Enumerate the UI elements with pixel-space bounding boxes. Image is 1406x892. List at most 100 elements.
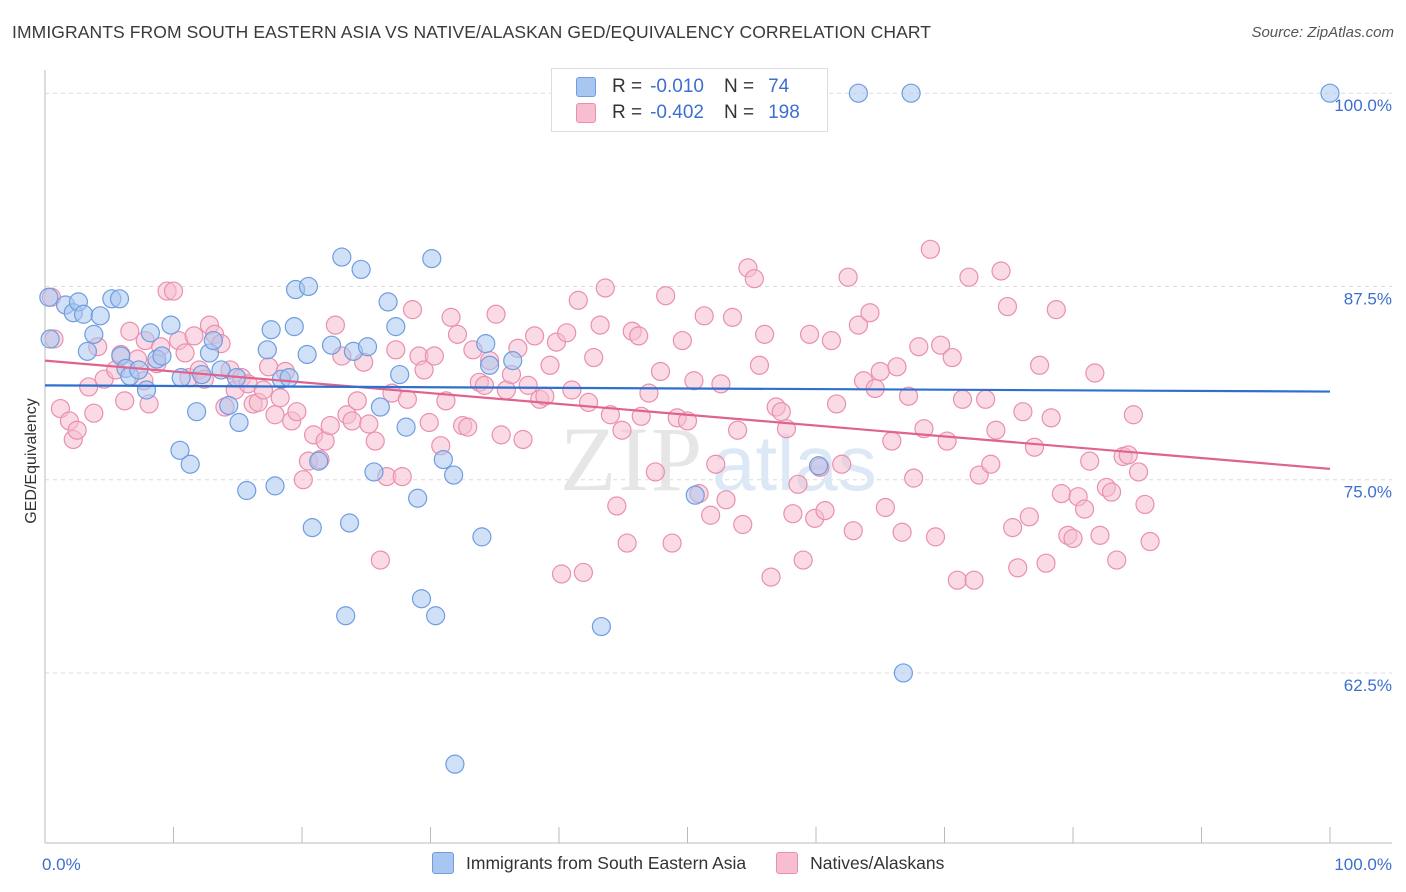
point-natives-alaskans <box>964 570 984 590</box>
point-natives-alaskans <box>474 375 495 395</box>
point-natives-alaskans <box>711 374 731 394</box>
point-natives-alaskans <box>1041 408 1061 428</box>
point-natives-alaskans <box>447 324 468 344</box>
point-natives-alaskans <box>67 420 87 440</box>
point-natives-alaskans <box>887 357 907 377</box>
point-natives-alaskans <box>325 315 346 335</box>
point-immigrants-se-asia <box>309 451 329 471</box>
point-natives-alaskans <box>1008 558 1028 578</box>
point-natives-alaskans <box>838 267 858 287</box>
point-natives-alaskans <box>937 431 957 451</box>
point-immigrants-se-asia <box>591 616 612 637</box>
point-natives-alaskans <box>1107 550 1127 570</box>
point-natives-alaskans <box>959 267 979 287</box>
point-natives-alaskans <box>904 468 924 488</box>
point-immigrants-se-asia <box>229 412 249 433</box>
y-tick-label: 62.5% <box>1344 676 1392 695</box>
point-immigrants-se-asia <box>140 323 160 343</box>
point-natives-alaskans <box>270 388 290 408</box>
point-natives-alaskans <box>952 389 973 409</box>
point-immigrants-se-asia <box>180 454 200 474</box>
point-immigrants-se-asia <box>187 402 207 422</box>
point-natives-alaskans <box>419 412 439 433</box>
point-natives-alaskans <box>815 501 835 521</box>
point-natives-alaskans <box>414 360 434 380</box>
point-immigrants-se-asia <box>265 476 285 496</box>
legend-n-label: N = <box>723 102 755 123</box>
trend-line-immigrants-se-asia <box>44 384 1331 393</box>
point-natives-alaskans <box>1013 402 1033 422</box>
point-natives-alaskans <box>365 431 385 451</box>
point-immigrants-se-asia <box>219 395 239 416</box>
chart-title: IMMIGRANTS FROM SOUTH EASTERN ASIA VS NA… <box>12 22 932 42</box>
point-immigrants-se-asia <box>396 417 416 437</box>
point-natives-alaskans <box>347 391 367 411</box>
point-natives-alaskans <box>293 470 313 490</box>
point-immigrants-se-asia <box>378 292 398 312</box>
point-immigrants-se-asia <box>476 334 496 354</box>
point-immigrants-se-asia <box>40 329 60 349</box>
point-natives-alaskans <box>662 533 682 553</box>
point-immigrants-se-asia <box>364 462 384 482</box>
point-natives-alaskans <box>518 375 538 395</box>
point-natives-alaskans <box>1019 507 1039 527</box>
point-immigrants-se-asia <box>433 449 453 470</box>
point-natives-alaskans <box>1135 494 1155 515</box>
point-immigrants-se-asia <box>351 259 371 280</box>
point-natives-alaskans <box>120 321 140 341</box>
point-natives-alaskans <box>728 420 748 440</box>
point-natives-alaskans <box>694 306 714 326</box>
point-natives-alaskans <box>645 462 665 482</box>
legend-row-blue: R = -0.010 N = 74 <box>576 74 789 100</box>
point-natives-alaskans <box>914 419 934 439</box>
bottom-legend-label-pink: Natives/Alaskans <box>810 852 945 873</box>
point-natives-alaskans <box>1074 499 1095 519</box>
bottom-legend: Immigrants from South Eastern Asia Nativ… <box>432 852 974 874</box>
trend-line-natives-alaskans <box>44 359 1331 470</box>
y-tick-label: 87.5% <box>1344 289 1392 308</box>
bottom-legend-item-pink[interactable]: Natives/Alaskans <box>776 852 944 874</box>
point-immigrants-se-asia <box>39 287 59 307</box>
legend-swatch-pink <box>576 103 596 123</box>
point-natives-alaskans <box>942 347 962 368</box>
point-natives-alaskans <box>287 402 307 422</box>
point-immigrants-se-asia <box>284 317 304 337</box>
point-immigrants-se-asia <box>279 368 299 388</box>
point-natives-alaskans <box>441 307 461 327</box>
bottom-legend-item-blue[interactable]: Immigrants from South Eastern Asia <box>432 852 746 874</box>
axes <box>44 70 1392 844</box>
y-tick-labels: 100.0% 87.5% 75.0% 62.5% <box>1334 96 1392 695</box>
point-natives-alaskans <box>424 346 444 366</box>
point-natives-alaskans <box>821 330 842 351</box>
point-natives-alaskans <box>629 326 649 346</box>
point-immigrants-se-asia <box>73 304 94 324</box>
point-immigrants-se-asia <box>161 315 181 335</box>
point-natives-alaskans <box>826 394 847 414</box>
x-tick-labels: 0.0% 100.0% <box>42 855 1392 874</box>
point-natives-alaskans <box>175 343 195 363</box>
point-immigrants-se-asia <box>386 317 406 337</box>
point-natives-alaskans <box>754 324 775 344</box>
point-immigrants-se-asia <box>84 324 104 344</box>
point-immigrants-se-asia <box>297 344 317 365</box>
point-natives-alaskans <box>436 391 456 411</box>
point-natives-alaskans <box>1128 462 1149 482</box>
point-natives-alaskans <box>684 371 704 391</box>
point-natives-alaskans <box>617 533 637 553</box>
point-natives-alaskans <box>184 326 204 346</box>
point-immigrants-se-asia <box>237 480 257 501</box>
point-natives-alaskans <box>562 380 582 400</box>
point-natives-alaskans <box>115 391 135 411</box>
point-natives-alaskans <box>1046 300 1066 320</box>
point-immigrants-se-asia <box>445 754 465 774</box>
point-immigrants-se-asia <box>503 351 523 371</box>
legend-r-value: -0.402 <box>650 102 704 123</box>
point-natives-alaskans <box>573 562 594 583</box>
point-natives-alaskans <box>1090 525 1110 545</box>
point-immigrants-se-asia <box>339 513 360 533</box>
point-natives-alaskans <box>1036 553 1056 573</box>
point-immigrants-se-asia <box>893 663 913 683</box>
point-natives-alaskans <box>892 522 912 542</box>
point-natives-alaskans <box>870 361 890 382</box>
